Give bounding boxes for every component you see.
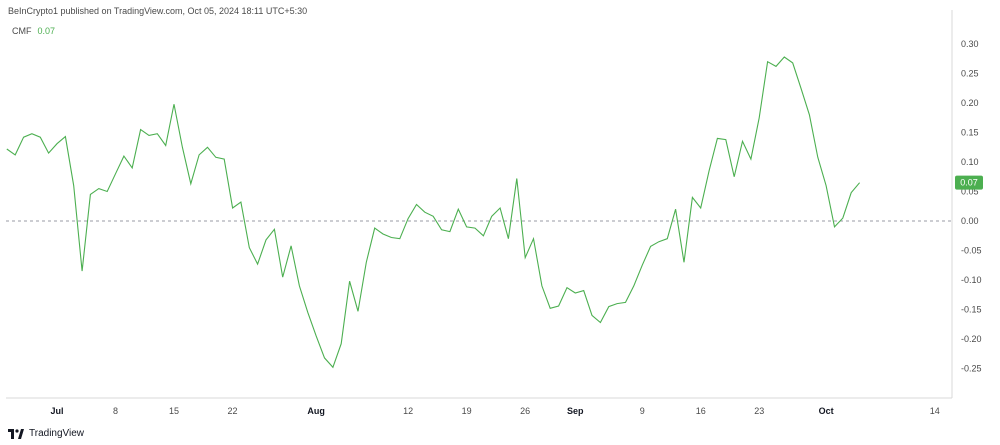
x-tick-label: 23	[754, 406, 764, 416]
x-tick-label: 8	[113, 406, 118, 416]
x-tick-label: 16	[696, 406, 706, 416]
x-tick-label: 14	[930, 406, 940, 416]
footer: TradingView	[8, 428, 84, 439]
indicator-name: CMF	[12, 26, 32, 36]
x-tick-label: 26	[520, 406, 530, 416]
y-tick-label: -0.20	[961, 334, 982, 344]
x-tick-label: Oct	[819, 406, 834, 416]
x-tick-label: 9	[640, 406, 645, 416]
chart-frame	[6, 10, 953, 399]
x-tick-label: Sep	[567, 406, 584, 416]
footer-brand: TradingView	[29, 428, 85, 439]
x-tick-label: 15	[169, 406, 179, 416]
y-tick-label: -0.25	[961, 364, 982, 374]
y-tick-label: 0.20	[961, 98, 979, 108]
y-tick-label: 0.05	[961, 187, 979, 197]
y-tick-label: 0.10	[961, 157, 979, 167]
x-tick-label: Jul	[50, 406, 63, 416]
cmf-series-line	[6, 56, 861, 369]
x-tick-label: 19	[462, 406, 472, 416]
publish-info: BeInCrypto1 published on TradingView.com…	[8, 6, 308, 16]
x-tick-label: 22	[228, 406, 238, 416]
y-tick-label: -0.10	[961, 275, 982, 285]
y-tick-label: 0.00	[961, 216, 979, 226]
last-value-label: 0.07	[960, 178, 978, 188]
y-tick-label: 0.15	[961, 128, 979, 138]
y-tick-label: 0.30	[961, 39, 979, 49]
indicator-value: 0.07	[37, 26, 56, 36]
y-axis: 0.30 0.25 0.20 0.15 0.10 0.05 0.00 -0.05 -0.10 -0…	[961, 39, 982, 374]
tradingview-logo-icon	[8, 428, 24, 439]
x-tick-label: Aug	[307, 406, 325, 416]
last-value-badge	[955, 175, 983, 190]
last-value-marker: 0.07	[955, 175, 983, 190]
x-tick-label: 12	[403, 406, 413, 416]
indicator-legend: CMF 0.07	[12, 26, 55, 36]
y-tick-label: -0.15	[961, 305, 982, 315]
x-axis: Jul 8 15 22 Aug 12 19 26 Sep 9 16 23 Oct 14	[50, 406, 939, 416]
y-tick-label: -0.05	[961, 246, 982, 256]
y-tick-label: 0.25	[961, 69, 979, 79]
